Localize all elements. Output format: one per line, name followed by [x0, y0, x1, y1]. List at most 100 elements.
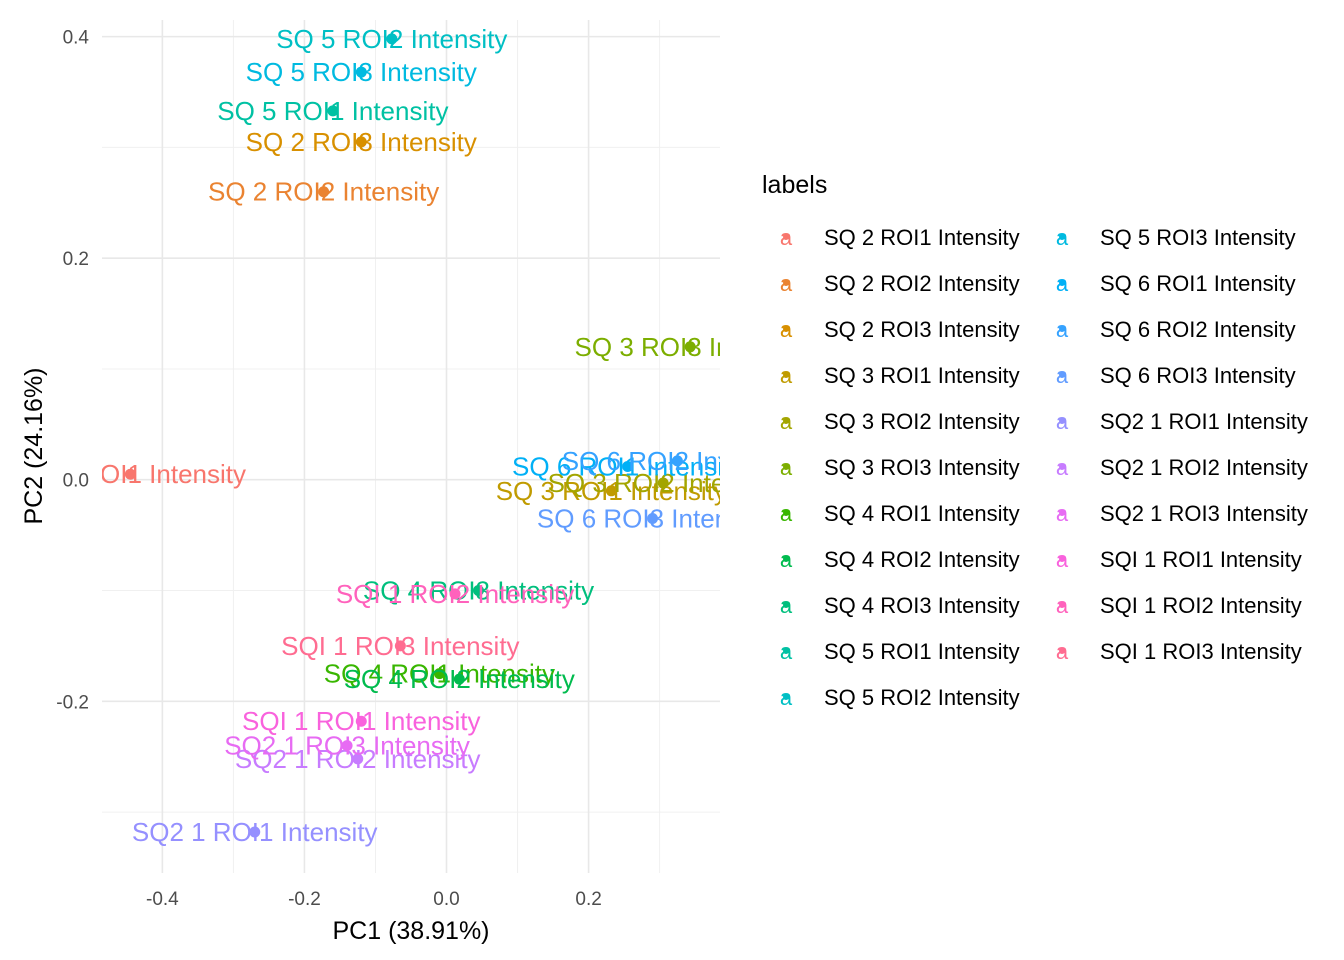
- legend-key-point: [1059, 510, 1065, 516]
- data-layer: SQ 2 ROI1 Intensity SQ 2 ROI2 Intensity SQ…: [15, 24, 806, 847]
- data-point: [249, 826, 261, 838]
- legend-key-point: [1059, 464, 1065, 470]
- x-axis-title: PC1 (38.91%): [332, 917, 489, 945]
- y-axis-title: PC2 (24.16%): [20, 367, 48, 524]
- x-tick-label: 0.2: [575, 889, 601, 910]
- data-point: [124, 468, 136, 480]
- data-point: [605, 485, 617, 497]
- data-point: [671, 455, 683, 467]
- legend-label: SQ 4 ROI1 Intensity: [824, 501, 1020, 526]
- y-axis-ticks: -0.2 0.0 0.2 0.4: [56, 28, 89, 714]
- point-label: SQ 6 ROI2 Intensity: [562, 446, 793, 476]
- legend-label: SQ 4 ROI3 Intensity: [824, 593, 1020, 618]
- point-label: SQ 3 ROI3 Intensity: [575, 332, 806, 362]
- legend-label: SQI 1 ROI2 Intensity: [1100, 593, 1302, 618]
- x-tick-label: -0.2: [288, 889, 321, 910]
- legend-key-point: [1059, 602, 1065, 608]
- point-label: SQ 4 ROI1 Intensity: [324, 659, 555, 689]
- legend-label: SQ 4 ROI2 Intensity: [824, 547, 1020, 572]
- data-point: [327, 105, 339, 117]
- legend-key-point: [1059, 280, 1065, 286]
- point-label: SQ2 1 ROI3 Intensity: [224, 731, 470, 761]
- point-label: SQ 2 ROI3 Intensity: [246, 127, 477, 157]
- point-label: SQ2 1 ROI2 Intensity: [235, 744, 481, 774]
- point-label: SQI 1 ROI1 Intensity: [242, 706, 480, 736]
- legend-key-point: [1059, 234, 1065, 240]
- point-label: SQ 3 ROI1 Intensity: [496, 476, 727, 506]
- legend-key-point: [783, 234, 789, 240]
- legend-label: SQ 2 ROI1 Intensity: [824, 225, 1020, 250]
- legend-label: SQ 6 ROI1 Intensity: [1100, 271, 1296, 296]
- point-label: SQ 2 ROI1 Intensity: [15, 459, 246, 489]
- y-tick-label: 0.0: [63, 471, 89, 492]
- legend-key-point: [783, 464, 789, 470]
- legend-title: labels: [762, 171, 827, 199]
- legend-key-point: [1059, 418, 1065, 424]
- legend-label: SQI 1 ROI3 Intensity: [1100, 639, 1302, 664]
- data-point: [453, 673, 465, 685]
- legend-label: SQ 3 ROI2 Intensity: [824, 409, 1020, 434]
- legend-key-point: [783, 326, 789, 332]
- data-point: [433, 668, 445, 680]
- point-label: SQ2 1 ROI1 Intensity: [132, 817, 378, 847]
- legend-key-point: [783, 510, 789, 516]
- legend-label: SQ2 1 ROI1 Intensity: [1100, 409, 1308, 434]
- point-label: SQ 4 ROI2 Intensity: [344, 664, 575, 694]
- y-tick-label: 0.4: [63, 28, 90, 49]
- point-label: SQ 6 ROI1 Intensity: [512, 451, 743, 481]
- legend-key-point: [783, 648, 789, 654]
- x-tick-label: 0.0: [433, 889, 459, 910]
- legend-label: SQ 3 ROI1 Intensity: [824, 363, 1020, 388]
- legend-label: SQ 3 ROI3 Intensity: [824, 455, 1020, 480]
- legend-label: SQ 6 ROI2 Intensity: [1100, 317, 1296, 342]
- y-tick-label: -0.2: [56, 692, 89, 713]
- legend-key-point: [1059, 372, 1065, 378]
- point-label: SQ 2 ROI2 Intensity: [208, 177, 439, 207]
- x-tick-label: -0.4: [146, 889, 179, 910]
- point-label: SQ 3 ROI2 Intensity: [548, 468, 779, 498]
- legend-label: SQ 2 ROI3 Intensity: [824, 317, 1020, 342]
- data-point: [341, 740, 353, 752]
- data-point: [684, 341, 696, 353]
- data-point: [355, 715, 367, 727]
- legend: aSQ 2 ROI1 IntensityaSQ 2 ROI2 Intensity…: [780, 225, 1308, 710]
- major-gridlines: [102, 20, 720, 873]
- data-point: [394, 640, 406, 652]
- legend-key-point: [1059, 556, 1065, 562]
- legend-key-point: [1059, 326, 1065, 332]
- data-point: [355, 136, 367, 148]
- legend-label: SQ 5 ROI2 Intensity: [824, 685, 1020, 710]
- point-label: SQ 6 ROI3 Intensity: [537, 504, 768, 534]
- point-label: SQ 5 ROI3 Intensity: [246, 57, 477, 87]
- x-axis-ticks: -0.4 -0.2 0.0 0.2: [146, 889, 602, 910]
- point-label: SQ 5 ROI1 Intensity: [217, 96, 448, 126]
- legend-label: SQI 1 ROI1 Intensity: [1100, 547, 1302, 572]
- legend-key-point: [783, 418, 789, 424]
- legend-label: SQ 2 ROI2 Intensity: [824, 271, 1020, 296]
- legend-key-point: [783, 280, 789, 286]
- data-point: [449, 588, 461, 600]
- data-point: [386, 33, 398, 45]
- point-label: SQ 5 ROI2 Intensity: [276, 24, 507, 54]
- y-tick-label: 0.2: [63, 249, 89, 270]
- legend-label: SQ2 1 ROI2 Intensity: [1100, 455, 1308, 480]
- data-point: [352, 753, 364, 765]
- point-label: SQI 1 ROI2 Intensity: [336, 579, 574, 609]
- point-label: SQI 1 ROI3 Intensity: [281, 631, 519, 661]
- data-point: [647, 513, 659, 525]
- legend-key-point: [1059, 648, 1065, 654]
- minor-gridlines: [102, 20, 720, 873]
- data-point: [318, 186, 330, 198]
- legend-key-point: [783, 602, 789, 608]
- legend-label: SQ 5 ROI3 Intensity: [1100, 225, 1296, 250]
- legend-key-point: [783, 372, 789, 378]
- legend-key-point: [783, 694, 789, 700]
- legend-label: SQ2 1 ROI3 Intensity: [1100, 501, 1308, 526]
- point-label: SQ 4 ROI3 Intensity: [363, 576, 594, 606]
- data-point: [622, 460, 634, 472]
- legend-key-point: [783, 556, 789, 562]
- legend-label: SQ 6 ROI3 Intensity: [1100, 363, 1296, 388]
- data-point: [472, 585, 484, 597]
- legend-label: SQ 5 ROI1 Intensity: [824, 639, 1020, 664]
